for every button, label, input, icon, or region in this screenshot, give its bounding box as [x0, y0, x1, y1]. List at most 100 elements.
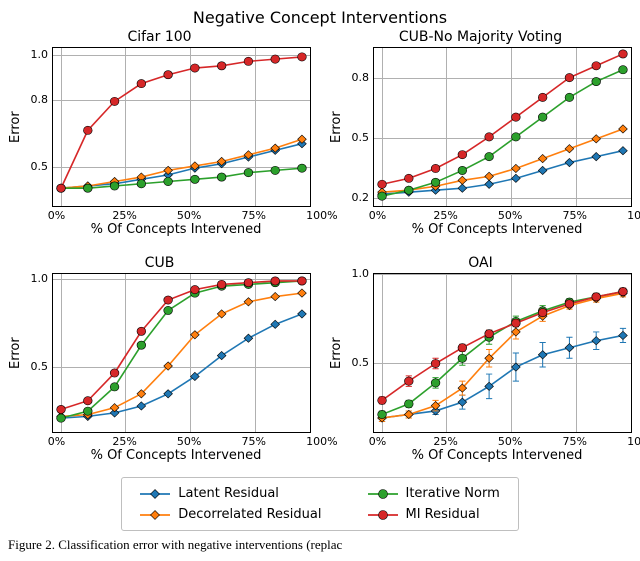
legend-item: Latent Residual [140, 486, 321, 501]
series-line [382, 129, 623, 192]
series-marker [538, 113, 547, 121]
series-line [61, 281, 302, 409]
x-tick-label: 75% [242, 435, 266, 448]
series-line [382, 70, 623, 196]
y-ticks: 1.00.80.5 [24, 47, 52, 207]
series-marker [378, 410, 387, 418]
x-tick-label: 50% [498, 435, 522, 448]
series-marker [137, 402, 146, 410]
series-marker [458, 398, 467, 406]
series-marker [512, 319, 521, 327]
x-tick-label: 25% [433, 209, 457, 222]
series-marker [485, 180, 494, 188]
chart-panel: CUB-No Majority VotingError0.80.50.20%25… [329, 29, 632, 237]
series-marker [458, 176, 467, 184]
y-tick-label: 1.0 [31, 48, 49, 61]
panel-title: CUB [8, 255, 311, 271]
series-marker [619, 147, 628, 155]
series-marker [538, 308, 547, 316]
legend-label: Iterative Norm [406, 486, 500, 501]
series-line [382, 54, 623, 184]
series-marker [83, 397, 92, 405]
series-marker [512, 133, 521, 141]
series-svg [53, 274, 310, 432]
legend-item: Decorrelated Residual [140, 507, 321, 522]
series-marker [298, 53, 307, 61]
chart-panel: OAIError1.00.50%25%50%75%100%% Of Concep… [329, 255, 632, 463]
panel-title: Cifar 100 [8, 29, 311, 45]
y-ticks: 1.00.5 [345, 273, 373, 433]
x-tick-label: 75% [563, 435, 587, 448]
y-tick-label: 1.0 [31, 272, 49, 285]
series-marker [619, 331, 628, 339]
x-tick-label: 50% [498, 209, 522, 222]
series-marker [458, 166, 467, 174]
legend-swatch [368, 509, 398, 521]
series-marker [164, 71, 173, 79]
x-axis-label: % Of Concepts Intervened [52, 448, 300, 463]
figure-suptitle: Negative Concept Interventions [8, 8, 632, 27]
figure: Negative Concept Interventions Cifar 100… [8, 8, 632, 553]
series-marker [271, 292, 280, 300]
series-line [382, 335, 623, 418]
series-marker [538, 166, 547, 174]
x-tick-label: 0% [48, 209, 65, 222]
legend-label: Latent Residual [178, 486, 279, 501]
series-marker [431, 164, 440, 172]
series-marker [592, 62, 601, 70]
series-marker [592, 135, 601, 143]
series-marker [592, 77, 601, 85]
y-axis-label: Error [8, 273, 24, 433]
y-tick-label: 0.5 [31, 360, 49, 373]
series-marker [565, 344, 574, 352]
y-tick-label: 0.5 [352, 131, 370, 144]
series-marker [271, 320, 280, 328]
series-marker [619, 50, 628, 58]
legend-swatch [140, 488, 170, 500]
series-marker [244, 298, 253, 306]
series-marker [110, 369, 119, 377]
series-marker [404, 174, 413, 182]
series-marker [217, 280, 226, 288]
legend: Latent Residual Iterative Norm Decorrelate… [121, 477, 518, 531]
x-tick-label: 100% [627, 209, 640, 222]
series-marker [378, 396, 387, 404]
legend-item: MI Residual [368, 507, 500, 522]
series-marker [565, 93, 574, 101]
chart-panel: CUB Error 1.0 0.5 0%25%50%75%100%% Of Concep… [8, 255, 311, 463]
series-marker [164, 306, 173, 314]
x-ticks: 0%25%50%75%100% [373, 435, 621, 447]
series-marker [378, 192, 387, 200]
y-ticks: 1.0 0.5 [24, 273, 52, 433]
chart-panel: Cifar 100Error1.00.80.50%25%50%75%100%% … [8, 29, 311, 237]
series-marker [137, 327, 146, 335]
x-tick-label: 0% [369, 209, 386, 222]
y-axis-label: Error [329, 273, 345, 433]
panel-grid: Cifar 100Error1.00.80.50%25%50%75%100%% … [8, 29, 632, 463]
series-svg [53, 48, 310, 206]
y-tick-label: 0.5 [352, 356, 370, 369]
x-tick-label: 0% [369, 435, 386, 448]
y-tick-label: 0.2 [352, 191, 370, 204]
x-axis-label: % Of Concepts Intervened [373, 222, 621, 237]
y-tick-label: 1.0 [352, 267, 370, 280]
x-ticks: 0%25%50%75%100% [52, 435, 300, 447]
legend-item: Iterative Norm [368, 486, 500, 501]
x-tick-label: 25% [433, 435, 457, 448]
plot-area [373, 47, 632, 207]
legend-swatch [368, 488, 398, 500]
series-marker [619, 125, 628, 133]
series-svg [374, 274, 631, 432]
x-tick-label: 100% [627, 435, 640, 448]
series-marker [592, 337, 601, 345]
series-marker [458, 344, 467, 352]
series-marker [378, 180, 387, 188]
series-marker [431, 359, 440, 367]
series-marker [565, 158, 574, 166]
series-marker [458, 151, 467, 159]
series-marker [271, 277, 280, 285]
series-marker [458, 354, 467, 362]
y-axis-label: Error [329, 47, 345, 207]
series-marker [244, 279, 253, 287]
series-marker [57, 405, 66, 413]
